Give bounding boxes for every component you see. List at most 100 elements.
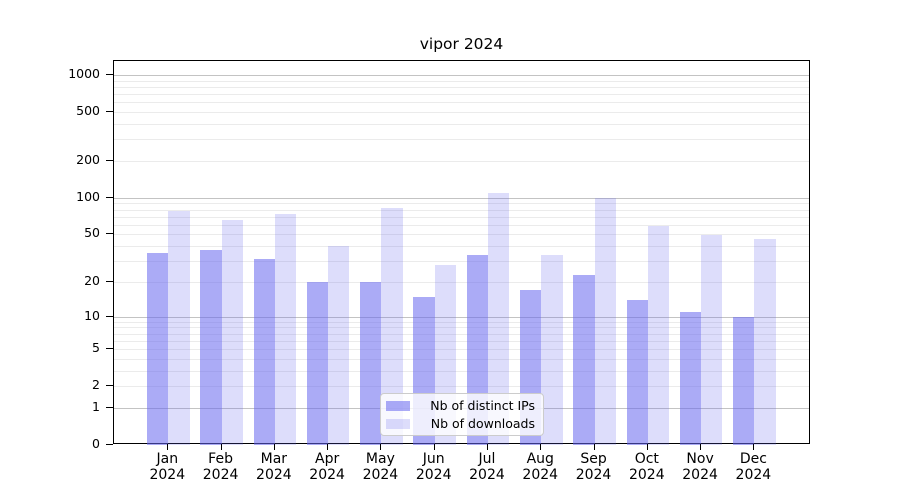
y-tick-label-0: 0 (92, 436, 100, 451)
x-tick-label-aug: Aug 2024 (522, 451, 559, 483)
y-tick-label-20: 20 (84, 272, 100, 288)
bar-ips-oct (626, 299, 648, 445)
y-tick-10 (106, 315, 113, 317)
y-tick-1 (106, 406, 113, 408)
legend-swatch-downloads (386, 418, 410, 429)
y-tick-100 (106, 196, 113, 198)
bar-downloads-oct (647, 225, 670, 445)
gridline-minor-30 (114, 261, 809, 263)
x-tick-label-jan: Jan 2024 (149, 451, 186, 483)
gridline-minor-70 (114, 216, 809, 218)
legend: Nb of distinct IPs Nb of downloads (380, 393, 544, 436)
y-tick-label-2: 2 (92, 377, 100, 393)
legend-swatch-distinct-ips (386, 400, 410, 411)
y-tick-20 (106, 280, 113, 282)
x-tick-label-feb: Feb 2024 (202, 451, 239, 483)
y-tick-5 (106, 348, 113, 350)
x-tick-label-oct: Oct 2024 (628, 451, 665, 483)
gridline-minor-600 (114, 102, 809, 104)
legend-item-downloads: Nb of downloads (386, 416, 535, 431)
legend-label-distinct-ips: Nb of distinct IPs (430, 398, 535, 413)
x-tick-sep (593, 444, 595, 450)
gridline-minor-4 (114, 358, 809, 360)
gridline-minor-2 (114, 386, 809, 388)
x-tick-jun (433, 444, 435, 450)
bar-ips-sep (573, 274, 595, 445)
x-tick-oct (646, 444, 648, 450)
bar-ips-may (360, 281, 382, 445)
bar-downloads-sep (594, 197, 616, 445)
y-tick-2 (106, 385, 113, 387)
gridline-major-1000 (114, 74, 809, 76)
y-tick-label-100: 100 (76, 188, 100, 204)
bar-downloads-jan (168, 210, 190, 445)
x-tick-dec (753, 444, 755, 450)
bar-ips-jan (147, 253, 169, 445)
gridline-minor-8 (114, 327, 809, 329)
bar-downloads-nov (701, 235, 723, 445)
y-tick-label-500: 500 (76, 103, 100, 119)
gridline-minor-50 (114, 234, 809, 236)
legend-label-downloads: Nb of downloads (430, 416, 535, 431)
x-tick-mar (273, 444, 275, 450)
y-tick-label-1: 1 (92, 398, 100, 414)
plot-area (113, 60, 810, 445)
bar-downloads-mar (274, 214, 297, 445)
x-tick-aug (540, 444, 542, 450)
gridline-minor-6 (114, 340, 809, 342)
gridline-minor-40 (114, 246, 809, 248)
gridline-minor-7 (114, 333, 809, 335)
x-tick-label-jul: Jul 2024 (469, 451, 505, 483)
legend-item-distinct-ips: Nb of distinct IPs (386, 398, 535, 413)
y-tick-0 (106, 444, 113, 445)
gridline-minor-80 (114, 209, 809, 211)
x-tick-jan (167, 444, 169, 450)
y-tick-50 (106, 233, 113, 235)
x-tick-label-mar: Mar 2024 (256, 451, 292, 483)
y-tick-label-1000: 1000 (68, 65, 100, 81)
y-tick-500 (106, 111, 113, 113)
gridline-minor-500 (114, 112, 809, 114)
bar-downloads-feb (221, 219, 243, 445)
y-tick-label-5: 5 (92, 340, 100, 356)
gridline-minor-9 (114, 321, 809, 323)
x-tick-may (380, 444, 382, 450)
y-tick-1000 (106, 73, 113, 75)
gridline-minor-300 (114, 139, 809, 141)
y-tick-label-10: 10 (84, 307, 100, 323)
bar-ips-apr (306, 281, 329, 445)
bar-downloads-aug (541, 254, 563, 445)
x-tick-feb (220, 444, 222, 450)
bar-downloads-dec (754, 238, 776, 445)
x-tick-label-jun: Jun 2024 (415, 451, 452, 483)
x-tick-label-sep: Sep 2024 (575, 451, 612, 483)
gridline-minor-900 (114, 80, 809, 82)
x-tick-nov (700, 444, 702, 450)
y-tick-label-200: 200 (76, 151, 100, 167)
bar-downloads-may (381, 207, 403, 445)
y-tick-label-50: 50 (84, 225, 100, 241)
gridline-minor-60 (114, 224, 809, 226)
x-tick-label-apr: Apr 2024 (309, 451, 345, 483)
x-tick-label-may: May 2024 (362, 451, 399, 483)
bar-ips-nov (679, 311, 702, 445)
bar-downloads-apr (328, 246, 350, 445)
x-tick-label-nov: Nov 2024 (682, 451, 718, 483)
chart-title: vipor 2024 (419, 35, 504, 53)
gridline-major-10 (114, 316, 809, 318)
x-tick-jul (486, 444, 488, 450)
gridline-minor-5 (114, 349, 809, 351)
gridline-major-100 (114, 197, 809, 199)
gridline-minor-200 (114, 160, 809, 162)
gridline-minor-800 (114, 86, 809, 88)
x-tick-apr (327, 444, 329, 450)
gridline-minor-3 (114, 370, 809, 372)
gridline-minor-400 (114, 123, 809, 125)
gridline-minor-700 (114, 94, 809, 96)
bar-ips-dec (733, 316, 755, 445)
gridline-minor-90 (114, 203, 809, 205)
y-tick-200 (106, 159, 113, 161)
x-tick-label-dec: Dec 2024 (735, 451, 772, 483)
bar-ips-feb (200, 250, 222, 445)
